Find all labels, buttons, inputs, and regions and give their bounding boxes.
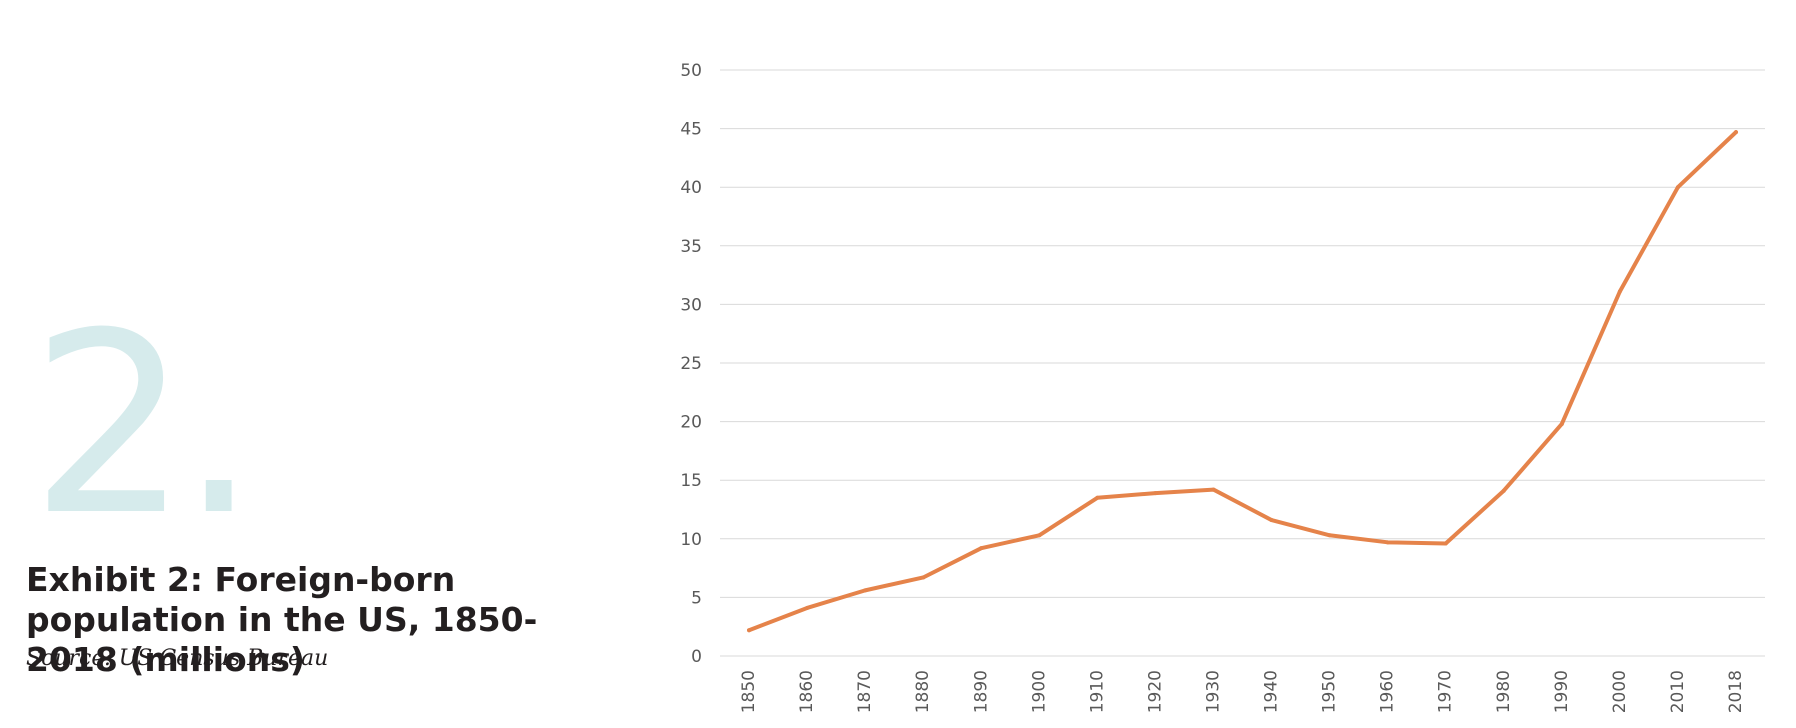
data-point (747, 628, 752, 633)
data-point (863, 588, 868, 593)
data-point (1037, 533, 1042, 538)
x-tick-label: 1910 (1087, 670, 1107, 713)
y-tick-label: 25 (680, 354, 702, 374)
x-tick-label: 1940 (1262, 670, 1282, 713)
x-tick-label: 1880 (913, 670, 933, 713)
chart-source: Source: US Census Bureau (26, 646, 329, 671)
x-tick-label: 1960 (1378, 670, 1398, 713)
gridlines (720, 69, 1765, 657)
x-tick-label: 1920 (1145, 670, 1165, 713)
x-tick-label: 1930 (1203, 670, 1223, 713)
y-tick-label: 35 (680, 237, 702, 257)
data-point (1733, 130, 1738, 135)
series-layer (747, 130, 1738, 633)
data-point (1559, 421, 1564, 426)
data-point (1501, 488, 1506, 493)
x-tick-label: 2010 (1668, 670, 1688, 713)
x-tick-label: 1970 (1436, 670, 1456, 713)
x-tick-label: 1990 (1552, 670, 1572, 713)
data-point (979, 546, 984, 551)
data-point (805, 605, 810, 610)
data-point (1269, 518, 1274, 523)
data-point (1617, 289, 1622, 294)
x-tick-label: 1860 (797, 670, 817, 713)
x-tick-label: 1950 (1320, 670, 1340, 713)
series-line (747, 130, 1738, 633)
x-tick-label: 2000 (1610, 670, 1630, 713)
y-tick-label: 5 (691, 588, 702, 608)
data-point (1675, 185, 1680, 190)
y-tick-label: 10 (680, 530, 702, 550)
x-tick-label: 1850 (739, 670, 759, 713)
y-tick-label: 20 (680, 413, 702, 433)
x-axis-ticks: 1850 1860 1870 1880 1890 1900 1910 1920 1930 1940… (739, 670, 1746, 713)
x-tick-label: 1870 (855, 670, 875, 713)
data-point (1385, 540, 1390, 545)
data-point (1095, 495, 1100, 500)
y-tick-label: 50 (680, 61, 702, 81)
y-tick-label: 40 (680, 178, 702, 198)
y-axis-ticks: 0 5 10 15 20 25 30 35 40 45 50 (680, 61, 702, 667)
line-chart: 0 5 10 15 20 25 30 35 40 45 50 1850 1860 1870 1880 189… (660, 40, 1780, 720)
data-point (1443, 541, 1448, 546)
chart-title: Exhibit 2: Foreign-born population in th… (26, 560, 538, 679)
x-tick-label: 1900 (1029, 670, 1049, 713)
data-point (1153, 491, 1158, 496)
y-tick-label: 45 (680, 120, 702, 140)
exhibit-number: 2. (30, 279, 259, 570)
y-tick-label: 30 (680, 295, 702, 315)
data-point (921, 575, 926, 580)
x-tick-label: 1980 (1494, 670, 1514, 713)
chart-svg: 0 5 10 15 20 25 30 35 40 45 50 1850 1860 1870 1880 189… (680, 61, 1765, 713)
x-tick-label: 1890 (971, 670, 991, 713)
y-tick-label: 15 (680, 471, 702, 491)
y-tick-label: 0 (691, 647, 702, 667)
x-tick-label: 2018 (1726, 670, 1746, 713)
data-point (1211, 487, 1216, 492)
data-point (1327, 533, 1332, 538)
